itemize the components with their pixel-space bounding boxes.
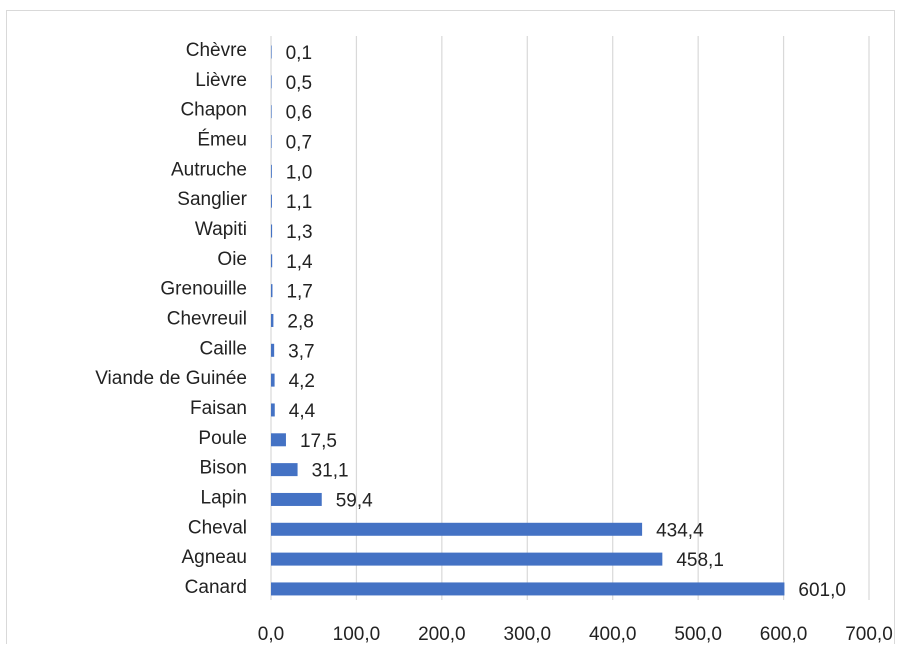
bar <box>271 313 274 327</box>
value-label: 59,4 <box>336 490 373 511</box>
category-label: Chèvre <box>186 40 247 61</box>
category-label: Lièvre <box>195 70 247 91</box>
x-tick-label: 500,0 <box>674 624 722 645</box>
category-label: Wapiti <box>195 219 247 240</box>
x-axis-tick-labels: 0,0 100,0 200,0 300,0 400,0 500,0 600,0 700,0 <box>258 624 893 645</box>
bar <box>271 45 272 59</box>
value-label: 31,1 <box>312 461 349 482</box>
value-label: 1,4 <box>286 252 313 273</box>
x-tick-label: 200,0 <box>418 624 466 645</box>
category-label: Cheval <box>188 517 247 538</box>
category-label: Faisan <box>190 398 247 419</box>
bar <box>271 403 275 417</box>
bar <box>271 492 322 506</box>
x-tick-label: 0,0 <box>258 624 284 645</box>
category-label: Agneau <box>181 547 247 568</box>
bar <box>271 463 298 477</box>
category-labels: Chèvre Lièvre Chapon Émeu Autruche Sanglier Wa… <box>95 40 247 598</box>
bar <box>271 75 272 89</box>
value-label: 0,6 <box>286 103 312 124</box>
value-label: 3,7 <box>288 341 314 362</box>
bar <box>271 343 275 357</box>
bars <box>271 45 785 596</box>
category-label: Grenouille <box>160 279 247 300</box>
bar <box>271 433 286 447</box>
bar <box>271 164 272 178</box>
category-label: Émeu <box>197 129 247 150</box>
value-label: 0,1 <box>286 43 312 64</box>
bar <box>271 254 273 268</box>
bar <box>271 373 275 387</box>
bar <box>271 582 785 596</box>
bar <box>271 224 273 238</box>
value-label: 2,8 <box>287 311 313 332</box>
value-label: 434,4 <box>656 520 704 541</box>
category-label: Viande de Guinée <box>95 368 247 389</box>
value-label: 4,4 <box>289 401 316 422</box>
x-tick-label: 700,0 <box>845 624 893 645</box>
category-label: Sanglier <box>177 189 247 210</box>
x-tick-label: 100,0 <box>333 624 381 645</box>
category-label: Caille <box>199 338 247 359</box>
x-tick-label: 400,0 <box>589 624 637 645</box>
category-label: Bison <box>199 458 247 479</box>
x-tick-label: 300,0 <box>504 624 552 645</box>
value-label: 1,1 <box>286 192 312 213</box>
bar <box>271 105 272 119</box>
bar <box>271 134 272 148</box>
bar <box>271 194 272 208</box>
value-label: 1,3 <box>286 222 312 243</box>
value-label: 458,1 <box>676 550 724 571</box>
chart-frame <box>6 10 895 644</box>
bar <box>271 284 273 298</box>
category-label: Oie <box>217 249 247 270</box>
value-label: 1,7 <box>286 282 312 303</box>
category-label: Autruche <box>171 159 247 180</box>
value-label: 0,5 <box>286 73 312 94</box>
value-labels: 0,1 0,5 0,6 0,7 1,0 1,1 1,3 1,4 1,7 2,8 3,7 4,2 4,4 1… <box>286 43 846 601</box>
bar <box>271 552 663 566</box>
gridlines <box>270 36 870 600</box>
value-label: 4,2 <box>289 371 315 392</box>
bar <box>271 522 643 536</box>
category-label: Chevreuil <box>167 308 247 329</box>
value-label: 601,0 <box>798 580 846 601</box>
value-label: 17,5 <box>300 431 337 452</box>
category-label: Poule <box>198 428 247 449</box>
category-label: Chapon <box>180 100 247 121</box>
category-label: Canard <box>185 577 247 598</box>
value-label: 0,7 <box>286 132 312 153</box>
category-label: Lapin <box>201 487 248 508</box>
value-label: 1,0 <box>286 162 312 183</box>
x-tick-label: 600,0 <box>760 624 808 645</box>
